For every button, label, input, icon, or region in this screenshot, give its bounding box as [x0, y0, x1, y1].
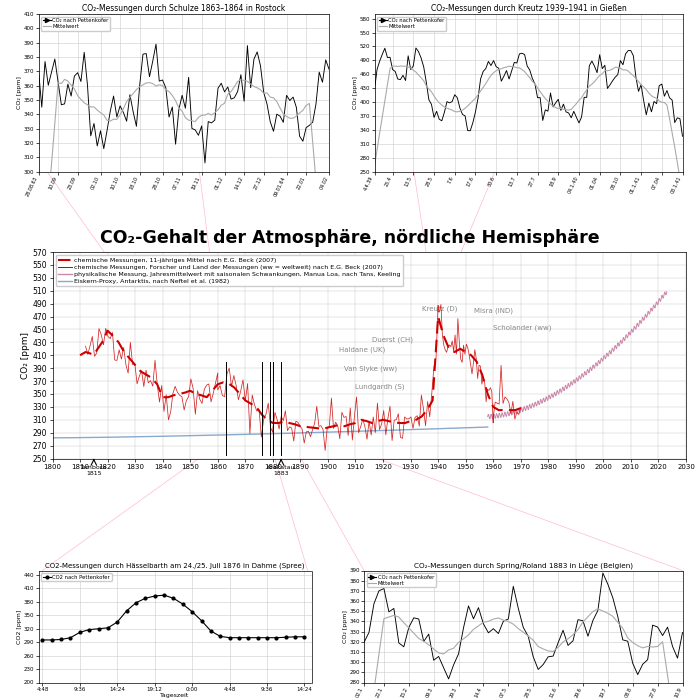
Y-axis label: CO₂ [ppm]: CO₂ [ppm] — [354, 76, 358, 109]
Legend: CO₂ nach Pettenkofer, Mittelwert: CO₂ nach Pettenkofer, Mittelwert — [41, 17, 110, 31]
Text: Kreutz (D): Kreutz (D) — [421, 305, 457, 312]
Text: Krakatau
1883: Krakatau 1883 — [267, 465, 295, 476]
Title: CO2-Messungen durch Hässelbarth am 24./25. Juli 1876 in Dahme (Spree): CO2-Messungen durch Hässelbarth am 24./2… — [46, 563, 304, 569]
Text: Scholander (ww): Scholander (ww) — [494, 324, 552, 331]
Legend: chemische Messungen, 11-jähriges Mittel nach E.G. Beck (2007), chemische Messung: chemische Messungen, 11-jähriges Mittel … — [55, 255, 403, 286]
Y-axis label: CO₂ [ppm]: CO₂ [ppm] — [20, 332, 29, 379]
Y-axis label: CO2 [ppm]: CO2 [ppm] — [18, 609, 22, 644]
Title: CO₂-Messungen durch Spring/Roland 1883 in Liège (Belgien): CO₂-Messungen durch Spring/Roland 1883 i… — [414, 561, 633, 569]
Y-axis label: CO₂ [ppm]: CO₂ [ppm] — [343, 610, 348, 643]
Legend: CO₂ nach Pettenkofer, Mittelwert: CO₂ nach Pettenkofer, Mittelwert — [377, 17, 446, 31]
Title: CO₂-Messungen durch Kreutz 1939–1941 in Gießen: CO₂-Messungen durch Kreutz 1939–1941 in … — [430, 4, 626, 13]
Text: Van Slyke (ww): Van Slyke (ww) — [344, 365, 398, 372]
Text: Duerst (CH): Duerst (CH) — [372, 336, 413, 342]
Text: Tambora
1815: Tambora 1815 — [80, 465, 107, 476]
Text: CO₂-Gehalt der Atmosphäre, nördliche Hemisphäre: CO₂-Gehalt der Atmosphäre, nördliche Hem… — [100, 229, 600, 247]
Title: CO₂-Messungen durch Schulze 1863–1864 in Rostock: CO₂-Messungen durch Schulze 1863–1864 in… — [82, 4, 286, 13]
Legend: CO₂ nach Pettenkofer, Mittelwert: CO₂ nach Pettenkofer, Mittelwert — [367, 573, 435, 587]
Text: Haldane (UK): Haldane (UK) — [339, 346, 385, 353]
Legend: CO2 nach Pettenkofer: CO2 nach Pettenkofer — [41, 573, 111, 581]
Text: Misra (IND): Misra (IND) — [474, 307, 513, 314]
Text: Lundgardh (S): Lundgardh (S) — [356, 384, 405, 391]
Y-axis label: CO₂ [ppm]: CO₂ [ppm] — [18, 76, 22, 109]
X-axis label: Tageszeit: Tageszeit — [160, 693, 190, 698]
